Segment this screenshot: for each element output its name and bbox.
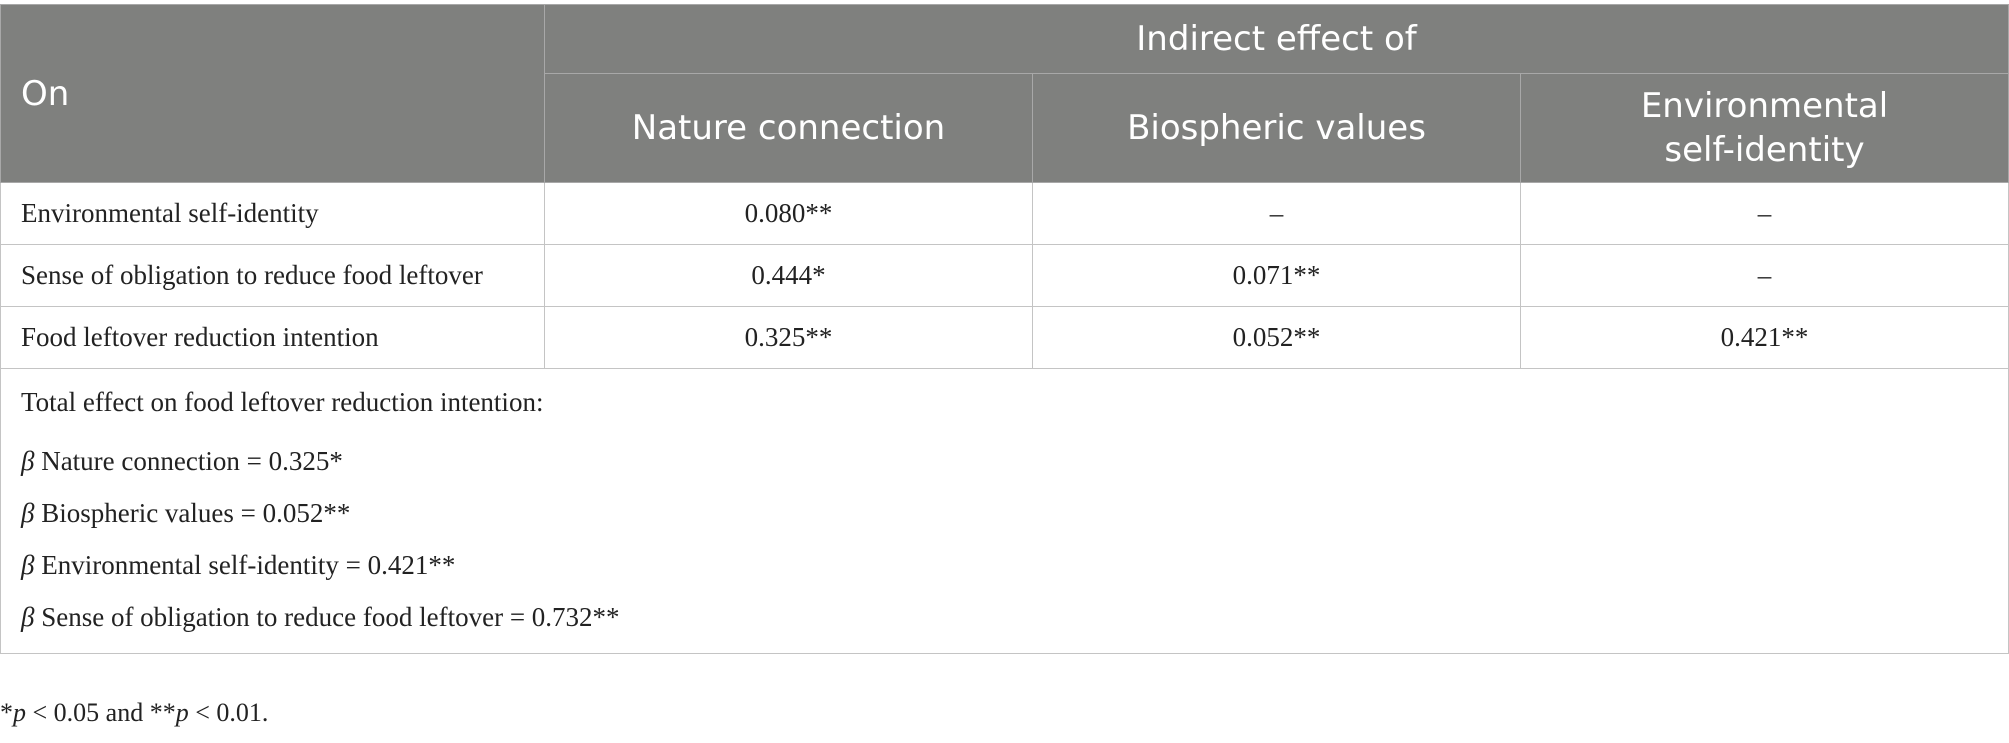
total-effect-item: β Environmental self-identity = 0.421** (21, 539, 1988, 591)
beta-symbol: β (21, 602, 35, 632)
column-header-environmental-self-identity: Environmental self-identity (1519, 73, 2009, 183)
column-header-nature-connection: Nature connection (544, 73, 1033, 183)
row-label-header: On (0, 4, 545, 183)
cell-value: – (1032, 182, 1521, 245)
beta-symbol: β (21, 498, 35, 528)
total-effect-text: Biospheric values = 0.052** (34, 498, 351, 528)
row-label: Sense of obligation to reduce food lefto… (0, 244, 545, 307)
row-label: Environmental self-identity (0, 182, 545, 245)
total-effect-text: Sense of obligation to reduce food lefto… (34, 602, 620, 632)
table-row: Sense of obligation to reduce food lefto… (0, 244, 2009, 307)
total-effect-row: Total effect on food leftover reduction … (0, 368, 2009, 654)
cell-value: 0.421** (1519, 306, 2009, 369)
total-effect-item: β Biospheric values = 0.052** (21, 487, 1988, 539)
total-effect-title: Total effect on food leftover reduction … (21, 387, 544, 417)
indirect-effects-table: On Indirect effect of Nature connection … (0, 4, 2009, 654)
total-effect-text: Environmental self-identity = 0.421** (34, 550, 456, 580)
table-row: Food leftover reduction intention 0.325*… (0, 306, 2009, 369)
table-header: On Indirect effect of Nature connection … (0, 4, 2009, 183)
group-header: Indirect effect of (543, 4, 2009, 74)
row-label: Food leftover reduction intention (0, 306, 545, 369)
cell-value: 0.444* (544, 244, 1033, 307)
total-effect-text: Nature connection = 0.325* (34, 446, 343, 476)
footnote-star: * (0, 698, 13, 727)
footnote-p: p (13, 698, 26, 727)
significance-footnote: *p < 0.05 and **p < 0.01. (0, 698, 268, 728)
header-row-2: Nature connection Biospheric values Envi… (1, 73, 2009, 183)
footnote-p: p (175, 698, 189, 727)
total-effect-cell: Total effect on food leftover reduction … (0, 368, 2009, 654)
table-body: Environmental self-identity 0.080** – – … (0, 182, 2009, 654)
total-effect-item: β Nature connection = 0.325* (21, 435, 1988, 487)
total-effect-item: β Sense of obligation to reduce food lef… (21, 591, 1988, 643)
cell-value: – (1519, 182, 2009, 245)
cell-value: 0.071** (1032, 244, 1521, 307)
header-row-1: On Indirect effect of (0, 4, 2009, 183)
cell-value: 0.080** (544, 182, 1033, 245)
beta-symbol: β (21, 446, 35, 476)
cell-value: 0.052** (1032, 306, 1521, 369)
table-row: Environmental self-identity 0.080** – – (0, 182, 2009, 245)
column-header-biospheric-values: Biospheric values (1032, 73, 1521, 183)
footnote-text: < 0.05 and ** (26, 698, 176, 727)
beta-symbol: β (21, 550, 35, 580)
cell-value: 0.325** (544, 306, 1033, 369)
results-table-container: On Indirect effect of Nature connection … (0, 4, 2009, 654)
cell-value: – (1519, 244, 2009, 307)
footnote-text: < 0.01. (188, 698, 269, 727)
